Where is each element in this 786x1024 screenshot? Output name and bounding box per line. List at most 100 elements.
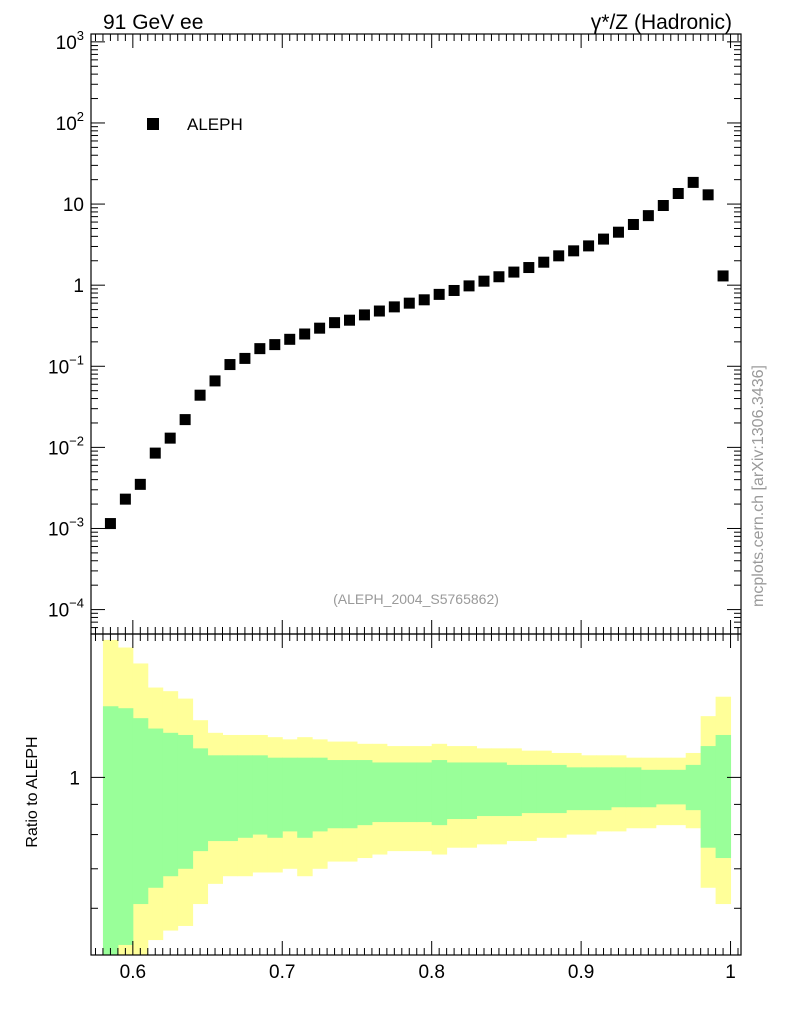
x-tick-label: 0.7 [269, 962, 295, 983]
inner-band-bin [506, 764, 522, 817]
x-tick-label: 1 [725, 962, 736, 983]
data-point [717, 270, 729, 282]
data-point [433, 288, 445, 300]
legend-marker [147, 118, 159, 130]
main-plot-ticks [91, 34, 741, 635]
x-tick-label: 0.8 [418, 962, 444, 983]
inner-band-bin [446, 762, 463, 820]
inner-band-bin [596, 767, 612, 811]
inner-band-bin [521, 764, 537, 814]
inner-band-bin [625, 767, 642, 808]
data-point [314, 322, 326, 334]
inner-band-bin [386, 762, 403, 823]
inner-band-bin [715, 734, 732, 859]
data-point [598, 233, 610, 245]
x-tick-label: 0.9 [568, 962, 594, 983]
x-tick-label: 0.6 [120, 962, 146, 983]
data-point [164, 432, 176, 444]
inner-band-bin [611, 767, 627, 808]
data-point [179, 414, 191, 426]
data-point [418, 294, 430, 306]
legend-label: ALEPH [187, 115, 243, 134]
inner-band-bin [327, 760, 343, 829]
data-point [149, 447, 161, 459]
data-point [119, 493, 131, 505]
main-plot: 10−4 10−3 10−2 10−1 1 10 102 103 [48, 28, 742, 635]
inner-band-bin [282, 757, 298, 832]
inner-band-bin [222, 755, 238, 842]
inner-band-bin [431, 760, 448, 826]
inner-band-bin [655, 769, 672, 805]
ratio-tick-labels: 1 0.6 0.7 0.8 0.9 1 [69, 768, 735, 983]
y-tick-label: 10 [63, 195, 84, 216]
data-point [493, 271, 505, 283]
inner-band-bin [670, 769, 687, 805]
inner-band-bin [461, 762, 478, 820]
data-point [568, 245, 580, 257]
data-point [702, 189, 714, 201]
inner-band-bin [237, 755, 253, 838]
data-point [104, 518, 116, 530]
inner-band-bin [252, 755, 268, 835]
legend: ALEPH [147, 115, 243, 134]
y-tick-label: 10−2 [48, 433, 84, 459]
data-point [612, 226, 624, 238]
right-title: γ*/Z (Hadronic) [591, 11, 732, 34]
inner-band-bin [117, 708, 134, 945]
inner-band-bin [401, 762, 418, 823]
data-point [627, 218, 639, 230]
inner-band-bin [267, 757, 283, 838]
inner-band-bin [581, 767, 597, 811]
data-point [329, 317, 341, 329]
data-point [553, 250, 565, 262]
ratio-plot-frame [90, 633, 742, 956]
ratio-plot-ticks [91, 634, 741, 956]
data-point [538, 256, 550, 268]
inner-band-bin [491, 762, 507, 817]
data-point [448, 284, 460, 296]
data-point [583, 240, 595, 252]
data-point [284, 333, 296, 345]
inner-band-bin [132, 718, 149, 905]
inner-band-bin [192, 748, 209, 852]
data-point [478, 275, 490, 287]
data-point [269, 339, 281, 351]
data-point [239, 352, 251, 364]
inner-band-bin [177, 734, 194, 869]
side-label: mcplots.cern.ch [arXiv:1306.3436] [750, 365, 767, 607]
data-point [657, 200, 669, 212]
inner-band-bin [371, 762, 388, 823]
data-point [358, 309, 370, 321]
data-point [687, 176, 699, 188]
y-tick-label: 10−3 [48, 514, 84, 540]
data-point [344, 314, 356, 326]
inner-band-bin [207, 755, 223, 842]
data-point [642, 210, 654, 222]
analysis-watermark: (ALEPH_2004_S5765862) [333, 591, 499, 607]
data-point [672, 187, 684, 199]
y-tick-label: 1 [73, 276, 84, 297]
data-point [209, 375, 221, 387]
y-tick-label: 103 [56, 28, 84, 54]
data-point [508, 266, 520, 278]
inner-band-bin [147, 728, 164, 888]
y-tick-label: 102 [56, 109, 84, 135]
inner-band-bin [312, 757, 328, 832]
inner-band-bin [356, 760, 373, 826]
inner-band-bin [342, 760, 358, 829]
inner-band-bin [700, 746, 717, 848]
data-point [194, 389, 206, 401]
data-point [463, 280, 475, 292]
inner-band-bin [162, 732, 179, 877]
data-point [523, 262, 535, 274]
y-tick-label: 10−1 [48, 352, 84, 378]
data-point [373, 305, 385, 317]
ratio-plot-content [102, 639, 732, 955]
inner-band-bin [102, 706, 119, 955]
inner-band-bin [416, 762, 433, 823]
ratio-plot: 1 0.6 0.7 0.8 0.9 1 [69, 633, 742, 983]
left-title: 91 GeV ee [103, 11, 203, 34]
inner-band-bin [685, 764, 702, 811]
y-tick-label: 10−4 [48, 596, 84, 622]
data-point [388, 301, 400, 313]
